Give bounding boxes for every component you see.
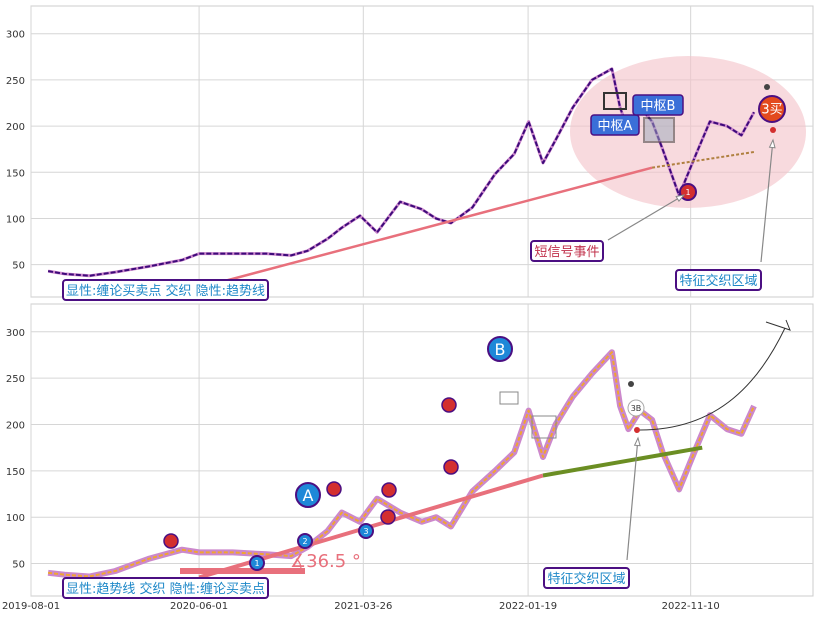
top-buy3-marker-circle	[758, 95, 786, 123]
top-dot-dark	[764, 84, 770, 90]
point-3-marker: 3	[363, 527, 368, 536]
top-ytick-label-150: 150	[6, 168, 25, 179]
point-2-marker-circle	[297, 533, 313, 549]
top-dot-red	[770, 127, 776, 133]
top-ytick-label-200: 200	[6, 122, 25, 133]
point-2-marker: 2	[302, 537, 307, 546]
zs-b-label: 中枢B	[641, 99, 676, 114]
top-ytick-label-100: 100	[6, 214, 25, 225]
bottom-ytick-label-150: 150	[6, 467, 25, 478]
red-point-marker-4	[441, 397, 457, 413]
top-ytick-label-250: 250	[6, 76, 25, 87]
short-event-arrow-shaft	[607, 194, 685, 241]
angle-label: ∡36.5 °	[290, 551, 361, 572]
top-feature-callout-box	[675, 269, 762, 291]
top-feature-arrow-shaft	[760, 139, 774, 263]
point-3b-label: 3B	[631, 404, 642, 413]
red-point-marker-1	[326, 481, 342, 497]
top-feature-arrow-head	[768, 138, 776, 149]
top-ytick-label-50: 50	[12, 261, 25, 272]
red-point-marker-3	[380, 509, 396, 525]
short-event-callout-box	[530, 240, 604, 262]
bottom-feature-callout: 特征交织区域	[547, 571, 625, 587]
zs-a-label: 中枢A	[598, 119, 633, 134]
point-1-marker: 1	[254, 559, 259, 568]
connector-curve	[639, 327, 786, 431]
top-buy1-marker: 1	[685, 188, 690, 197]
top-panel: 50 100 150 200 250 300 中枢A 中枢B 1 3买短信号事件特征交织区域显性:…	[6, 5, 814, 301]
bottom-trendline-ext	[542, 445, 703, 478]
top-ytick-label-300: 300	[6, 30, 25, 41]
wave-b-marker: B	[495, 340, 506, 359]
connector-end-mark	[765, 319, 791, 331]
bottom-legend-callout: 显性:趋势线 交织 隐性:缠论买卖点	[66, 581, 265, 597]
bottom-panel: 50 100 150 200 250 300 2019-08-01 2020-06-01 202…	[2, 303, 814, 612]
red-point-marker-2	[381, 482, 397, 498]
bottom-feature-arrow-shaft	[626, 437, 639, 561]
bottom-ytick-label-50: 50	[12, 560, 25, 571]
top-legend-callout: 显性:缠论买卖点 交织 隐性:趋势线	[66, 283, 265, 299]
bottom-zs-box-1	[499, 391, 519, 405]
zs-b-box	[632, 94, 684, 116]
short-event-callout: 短信号事件	[534, 245, 599, 260]
top-trendline	[198, 166, 653, 289]
red-point-marker-0	[163, 533, 179, 549]
xtick-label-2020-06-01: 2020-06-01	[170, 601, 228, 612]
bottom-dot-red	[634, 427, 640, 433]
wave-a-marker-circle	[295, 482, 321, 508]
wave-b-marker-circle	[487, 336, 513, 362]
bottom-legend-callout-box	[62, 577, 269, 599]
bottom-ytick-label-250: 250	[6, 374, 25, 385]
bottom-dot-dark	[628, 381, 634, 387]
top-buy1-marker-circle	[679, 183, 697, 201]
bottom-feature-callout-box	[543, 567, 630, 589]
highlight-ellipse	[570, 56, 806, 208]
bottom-ytick-label-100: 100	[6, 513, 25, 524]
point-1-marker-circle	[249, 555, 265, 571]
zhongshu-box-large	[643, 117, 675, 143]
wave-a-marker: A	[303, 486, 314, 505]
xtick-label-2022-01-19: 2022-01-19	[499, 601, 557, 612]
zs-a-box	[590, 114, 640, 136]
bottom-price-series	[47, 351, 755, 578]
bottom-ytick-label-200: 200	[6, 421, 25, 432]
bottom-feature-arrow-head	[633, 436, 641, 447]
xtick-label-2022-11-10: 2022-11-10	[662, 601, 720, 612]
red-point-marker-5	[443, 459, 459, 475]
point-3-marker-circle	[358, 523, 374, 539]
top-feature-callout: 特征交织区域	[679, 273, 757, 289]
bottom-ytick-label-300: 300	[6, 328, 25, 339]
xtick-label-2019-08-01: 2019-08-01	[2, 601, 60, 612]
top-trendline-ext	[651, 150, 755, 169]
top-buy3-marker: 3买	[761, 103, 782, 118]
top-legend-callout-box	[62, 279, 269, 301]
zhongshu-box-small	[603, 92, 627, 110]
bottom-zs-box-2	[531, 415, 557, 439]
short-event-arrow-head	[675, 194, 686, 203]
xtick-label-2021-03-26: 2021-03-26	[334, 601, 392, 612]
point-3b-circle	[627, 399, 645, 417]
